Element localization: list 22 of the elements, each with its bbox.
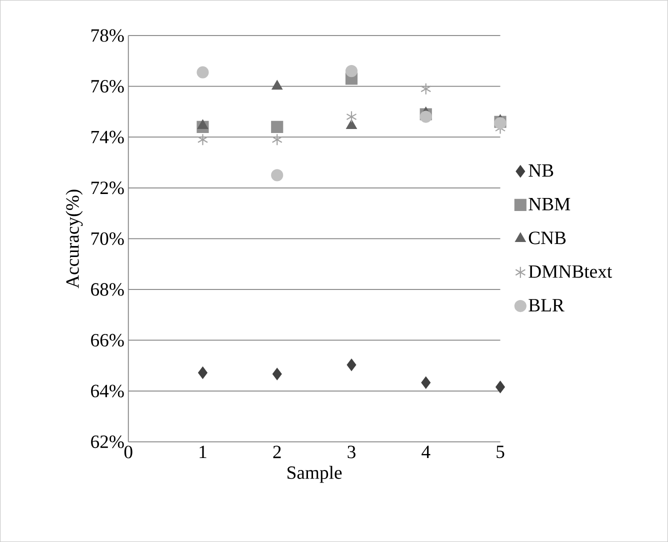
x-tick-label: 2 [273, 446, 281, 458]
x-tick-label: 5 [496, 446, 504, 458]
legend-label: DMNBtext [528, 265, 612, 278]
y-tick-label: 78% [91, 29, 124, 42]
legend-label: CNB [528, 232, 566, 244]
y-tick-label: 76% [91, 80, 124, 93]
x-tick-label: 0 [124, 446, 132, 458]
y-tick-label: 72% [91, 182, 124, 194]
legend-label: NBM [528, 198, 570, 210]
y-tick-label: 70% [91, 232, 124, 245]
legend-label: NB [528, 164, 554, 177]
x-axis-title: Sample [288, 466, 342, 483]
x-tick-label: 3 [348, 446, 356, 458]
x-tick-label: 1 [200, 446, 206, 458]
y-tick-label: 64% [91, 384, 124, 398]
y-tick-label: 68% [91, 283, 124, 296]
y-tick-label: 66% [91, 334, 124, 347]
y-tick-label: 74% [91, 130, 124, 144]
y-axis-title: Accuracy(%) [66, 190, 83, 288]
legend-label: BLR [528, 299, 564, 312]
x-tick-label: 4 [422, 446, 430, 458]
y-tick-label: 62% [91, 435, 124, 448]
